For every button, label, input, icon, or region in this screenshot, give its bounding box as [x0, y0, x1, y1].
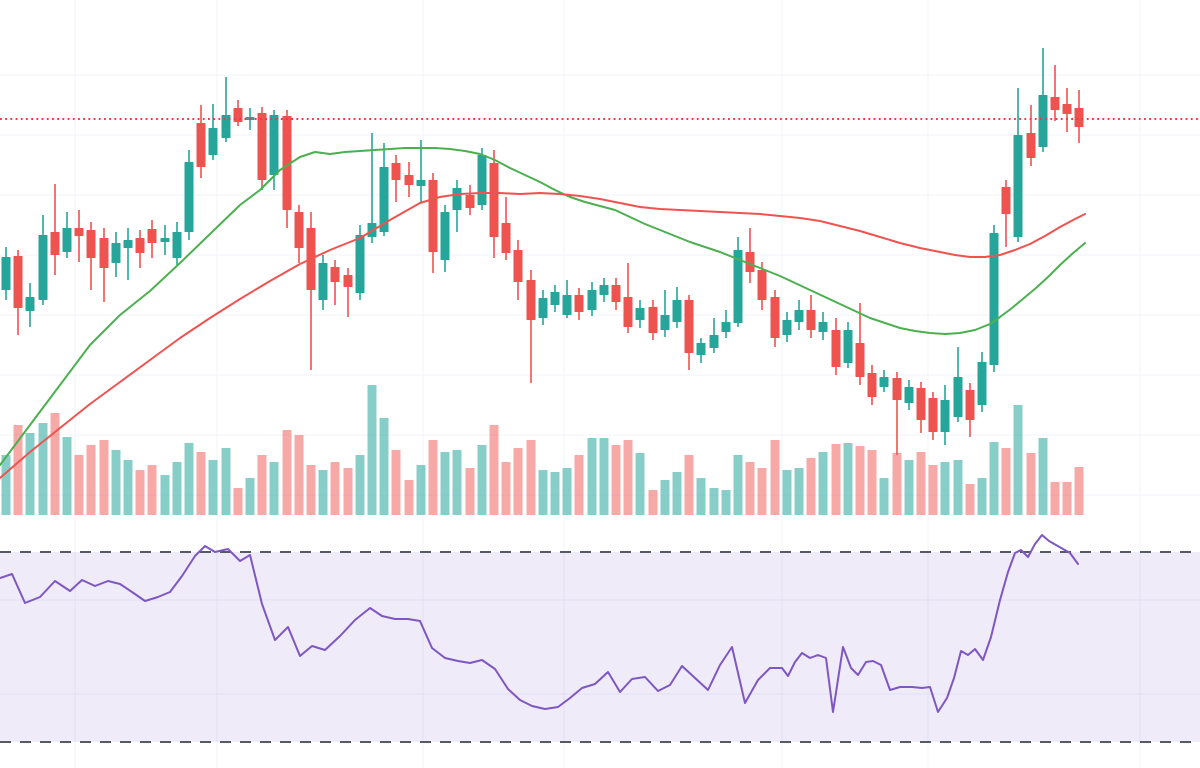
rsi-band: [0, 551, 1200, 743]
rsi-line-layer: [0, 534, 1079, 713]
candles-layer: [1, 48, 1084, 455]
volume-layer: [1, 385, 1084, 515]
ma-layer: [0, 147, 1086, 479]
